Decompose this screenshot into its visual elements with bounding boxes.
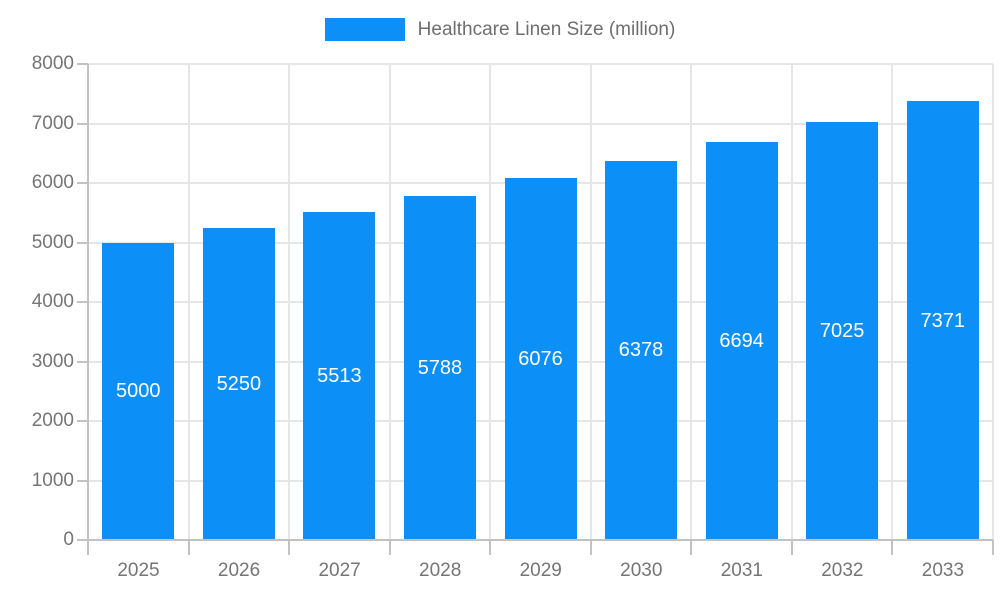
v-gridline bbox=[187, 64, 190, 540]
x-tick-mark bbox=[388, 540, 391, 555]
x-tick-mark bbox=[992, 540, 994, 555]
x-tick-mark bbox=[489, 540, 492, 555]
h-gridline bbox=[88, 122, 993, 125]
x-axis-line bbox=[88, 539, 993, 541]
y-axis-tick-label: 6000 bbox=[31, 172, 74, 193]
bar: 6076 bbox=[504, 178, 577, 540]
v-gridline bbox=[288, 64, 291, 540]
x-tick-mark bbox=[690, 540, 693, 555]
x-tick-mark bbox=[87, 540, 89, 555]
bar-value-label: 5000 bbox=[116, 380, 161, 403]
v-gridline bbox=[388, 64, 391, 540]
x-axis-tick-label: 2027 bbox=[318, 560, 361, 581]
y-axis-tick-label: 7000 bbox=[31, 112, 74, 134]
y-tick-mark bbox=[77, 122, 88, 125]
v-gridline bbox=[489, 64, 492, 540]
v-gridline bbox=[589, 64, 592, 540]
bar: 5513 bbox=[303, 211, 376, 540]
y-tick-mark bbox=[77, 420, 88, 422]
bar-value-label: 6378 bbox=[618, 339, 664, 362]
y-axis-tick-label: 3000 bbox=[31, 350, 74, 372]
bar-value-label: 6076 bbox=[518, 348, 563, 371]
x-axis-tick-label: 2026 bbox=[217, 560, 261, 581]
x-axis-tick-label: 2025 bbox=[117, 560, 160, 581]
x-tick-mark bbox=[288, 540, 291, 555]
y-axis-tick-label: 8000 bbox=[31, 53, 74, 74]
x-axis-tick-label: 2033 bbox=[921, 560, 965, 581]
bar-value-label: 7371 bbox=[920, 309, 965, 332]
y-axis-tick-label: 2000 bbox=[31, 410, 74, 431]
legend-label: Healthcare Linen Size (million) bbox=[417, 18, 676, 40]
y-axis-tick-label: 5000 bbox=[31, 231, 74, 253]
x-tick-mark bbox=[589, 540, 592, 555]
legend: Healthcare Linen Size (million) bbox=[0, 18, 1000, 41]
x-tick-mark bbox=[187, 540, 190, 555]
y-axis-line bbox=[87, 64, 89, 540]
bar-value-label: 6694 bbox=[719, 329, 764, 352]
x-axis-tick-label: 2029 bbox=[519, 560, 562, 581]
v-gridline bbox=[790, 64, 793, 540]
bar: 6694 bbox=[705, 141, 778, 540]
v-gridline bbox=[690, 64, 693, 540]
plot-area: 5000 5250 5513 5788 6076 6378 6694 7025 7371 bbox=[87, 63, 994, 541]
y-tick-mark bbox=[77, 360, 88, 363]
bar-value-label: 5788 bbox=[417, 356, 463, 379]
legend-swatch bbox=[324, 18, 405, 41]
bar-value-label: 5250 bbox=[216, 372, 262, 395]
x-tick-mark bbox=[790, 540, 793, 555]
bar: 7025 bbox=[806, 122, 879, 540]
y-tick-mark bbox=[77, 539, 88, 541]
bar-value-label: 5513 bbox=[317, 364, 362, 387]
bar: 7371 bbox=[906, 101, 979, 540]
x-axis-tick-label: 2028 bbox=[419, 560, 462, 581]
x-axis-tick-label: 2030 bbox=[620, 560, 663, 581]
bar-value-label: 7025 bbox=[819, 320, 865, 342]
y-tick-mark bbox=[77, 63, 88, 65]
y-tick-mark bbox=[77, 301, 88, 303]
v-gridline bbox=[891, 64, 894, 540]
y-tick-mark bbox=[77, 241, 88, 244]
bar: 5788 bbox=[403, 195, 476, 540]
y-tick-mark bbox=[77, 479, 88, 482]
x-tick-mark bbox=[891, 540, 894, 555]
x-axis-tick-label: 2032 bbox=[821, 560, 864, 581]
bar: 5250 bbox=[202, 227, 275, 540]
x-axis-tick-label: 2031 bbox=[720, 560, 763, 581]
y-axis-tick-label: 1000 bbox=[31, 469, 74, 491]
bar: 5000 bbox=[102, 242, 175, 540]
y-axis-tick-label: 4000 bbox=[31, 291, 74, 312]
bar: 6378 bbox=[605, 160, 678, 540]
y-axis-tick-label: 0 bbox=[63, 529, 74, 550]
y-tick-mark bbox=[77, 182, 88, 184]
h-gridline bbox=[88, 63, 993, 65]
v-gridline bbox=[992, 64, 994, 540]
